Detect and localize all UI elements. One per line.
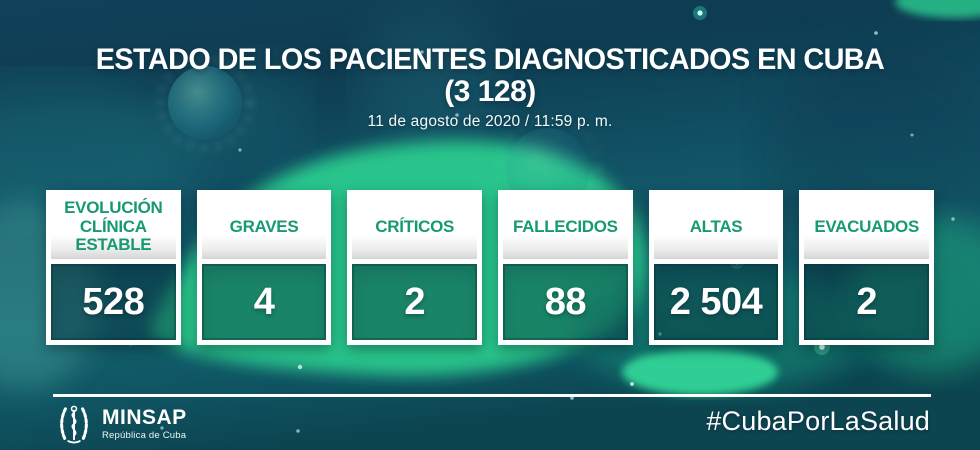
minsap-emblem-icon <box>60 405 88 444</box>
stat-card-value: 4 <box>201 259 327 340</box>
stat-card-value: 2 <box>352 259 478 340</box>
org-name: MINSAP <box>102 406 187 430</box>
report-date: 11 de agosto de 2020 / 11:59 p. m. <box>367 113 613 131</box>
footer-divider <box>53 394 931 397</box>
stat-card-label: GRAVES <box>201 195 327 259</box>
stat-card-fallecidos: FALLECIDOS 88 <box>498 190 633 345</box>
stat-card-criticos: CRÍTICOS 2 <box>347 190 483 345</box>
org-subtitle: República de Cuba <box>102 430 187 442</box>
stat-card-altas: ALTAS 2 504 <box>648 190 784 345</box>
page-title: ESTADO DE LOS PACIENTES DIAGNOSTICADOS E… <box>95 43 885 76</box>
header: ESTADO DE LOS PACIENTES DIAGNOSTICADOS E… <box>0 0 980 131</box>
campaign-hashtag: #CubaPorLaSalud <box>706 406 930 436</box>
footer: MINSAP República de Cuba #CubaPorLaSalud <box>0 397 980 450</box>
total-diagnosed: (3 128) <box>444 74 536 108</box>
stat-cards-row: EVOLUCIÓN CLÍNICA ESTABLE 528 GRAVES 4 C… <box>46 190 935 345</box>
stat-card-evolucion-clinica-estable: EVOLUCIÓN CLÍNICA ESTABLE 528 <box>46 190 181 345</box>
stat-card-value: 2 <box>804 259 930 340</box>
stat-card-value: 528 <box>51 259 176 340</box>
stat-card-label: FALLECIDOS <box>503 195 628 259</box>
stat-card-evacuados: EVACUADOS 2 <box>799 190 935 345</box>
minsap-logo: MINSAP República de Cuba <box>55 403 187 445</box>
stat-card-label: EVACUADOS <box>804 195 930 259</box>
stat-card-value: 2 504 <box>653 259 779 340</box>
stat-card-label: CRÍTICOS <box>352 195 478 259</box>
stat-card-graves: GRAVES 4 <box>196 190 332 345</box>
stat-card-value: 88 <box>503 259 628 340</box>
stat-card-label: EVOLUCIÓN CLÍNICA ESTABLE <box>51 195 176 259</box>
virus-icon <box>156 54 254 152</box>
stat-card-label: ALTAS <box>653 195 779 259</box>
